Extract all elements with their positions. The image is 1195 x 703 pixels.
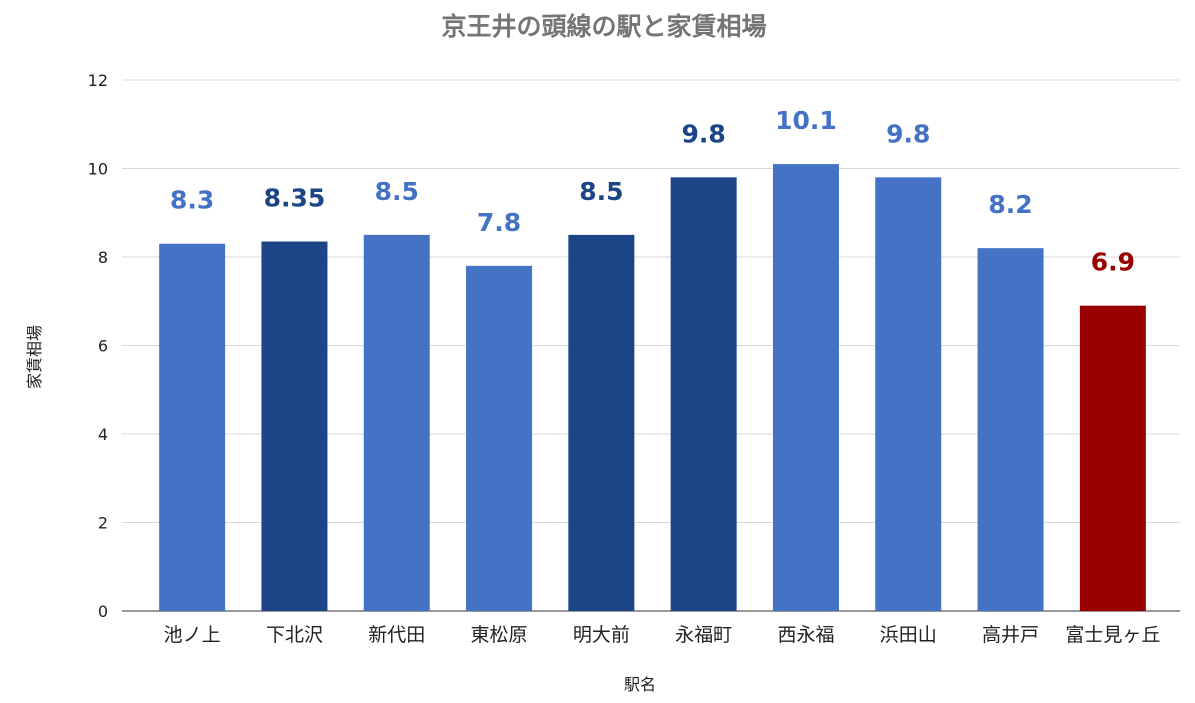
x-tick-label: 池ノ上: [164, 624, 221, 646]
x-tick-label: 永福町: [675, 624, 732, 646]
bar: [1079, 305, 1146, 611]
bar: [363, 234, 430, 611]
x-axis-label: 駅名: [624, 675, 656, 694]
y-tick-label: 4: [98, 425, 108, 444]
bar: [977, 248, 1044, 611]
bar: [466, 265, 533, 611]
data-label: 6.9: [1091, 248, 1135, 277]
data-label: 9.8: [886, 119, 930, 148]
y-tick-label: 2: [98, 514, 108, 533]
data-label: 8.5: [375, 177, 419, 206]
x-tick-label: 下北沢: [266, 624, 323, 646]
data-label: 8.35: [264, 184, 326, 213]
data-label: 10.1: [775, 106, 837, 135]
y-tick-label: 8: [98, 248, 108, 267]
data-label: 8.3: [170, 186, 214, 215]
y-tick-label: 0: [98, 602, 108, 621]
y-tick-label: 6: [98, 337, 108, 356]
bar: [159, 243, 226, 611]
data-label: 8.5: [579, 177, 623, 206]
x-tick-label: 高井戸: [982, 624, 1039, 646]
bar: [772, 164, 839, 611]
x-tick-label: 西永福: [777, 624, 834, 646]
bar: [875, 177, 942, 611]
x-tick-label: 富士見ヶ丘: [1065, 624, 1160, 646]
data-label: 9.8: [682, 119, 726, 148]
y-tick-label: 12: [88, 71, 108, 90]
data-label: 8.2: [988, 190, 1032, 219]
bar: [568, 234, 635, 611]
bar: [670, 177, 737, 611]
chart-title: 京王井の頭線の駅と家賃相場: [441, 12, 766, 41]
y-tick-label: 10: [88, 160, 108, 179]
bar: [261, 241, 328, 611]
x-tick-label: 浜田山: [880, 624, 937, 646]
x-tick-label: 新代田: [368, 624, 425, 646]
data-label: 7.8: [477, 208, 521, 237]
y-axis-label: 家賃相場: [25, 325, 44, 389]
x-tick-label: 明大前: [573, 624, 630, 646]
x-tick-label: 東松原: [471, 624, 528, 646]
